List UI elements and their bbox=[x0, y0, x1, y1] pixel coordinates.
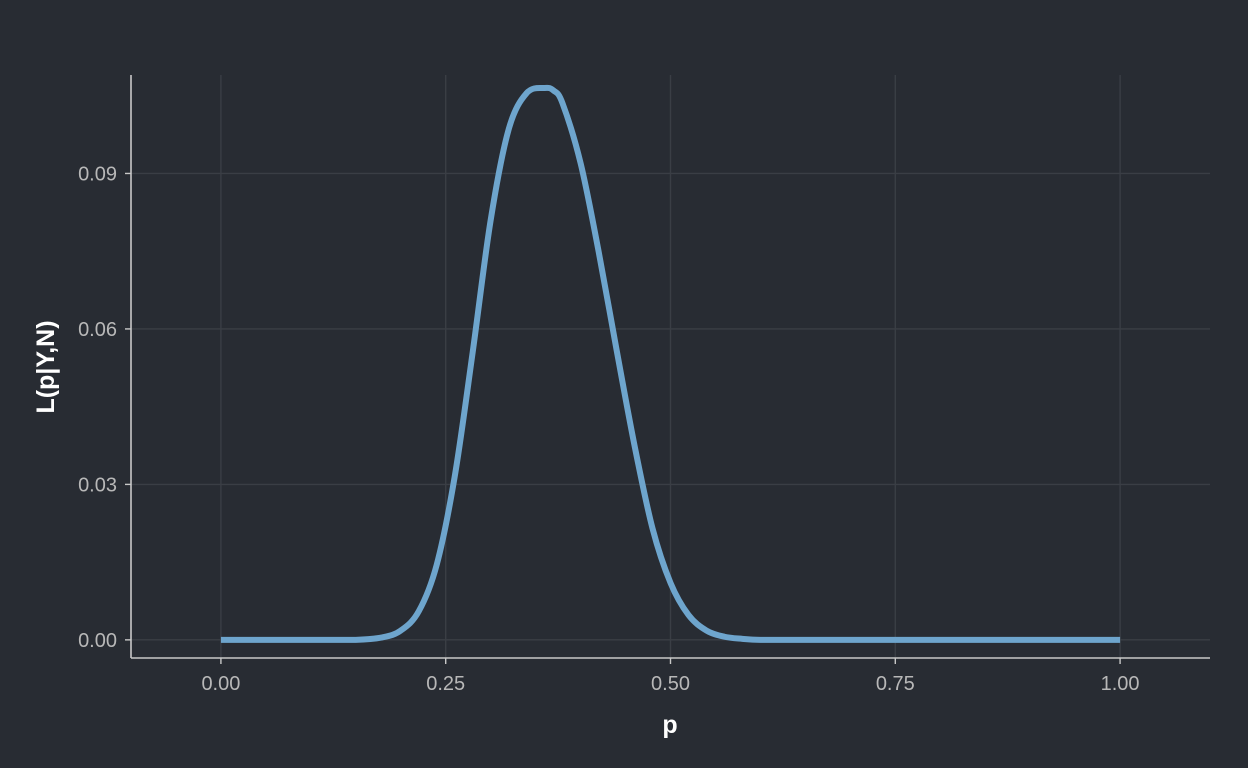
x-tick-label: 0.00 bbox=[201, 673, 240, 695]
y-tick-label: 0.03 bbox=[78, 474, 117, 496]
x-axis-title: p bbox=[662, 711, 677, 739]
likelihood-curve bbox=[220, 84, 1121, 643]
y-tick-label: 0.09 bbox=[78, 163, 117, 185]
y-tick-label: 0.00 bbox=[78, 630, 117, 652]
x-tick-label: 0.25 bbox=[426, 673, 465, 695]
y-tick-label: 0.06 bbox=[78, 319, 117, 341]
series bbox=[220, 84, 1121, 643]
x-tick-label: 0.75 bbox=[876, 673, 915, 695]
tick-labels: 0.00 0.25 0.50 0.75 1.00 0.00 0.03 0.06 0.09 bbox=[78, 163, 1139, 695]
grid bbox=[131, 75, 1210, 658]
x-tick-label: 1.00 bbox=[1101, 673, 1140, 695]
x-tick-label: 0.50 bbox=[651, 673, 690, 695]
axes bbox=[125, 75, 1210, 664]
y-axis-title: L(p|Y,N) bbox=[32, 320, 60, 413]
